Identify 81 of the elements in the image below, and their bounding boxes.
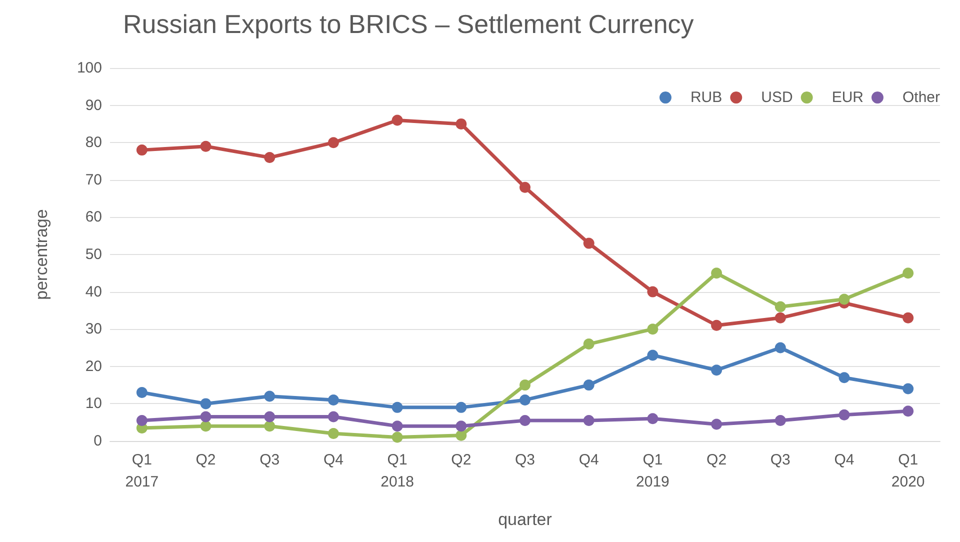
point bbox=[902, 406, 914, 417]
point bbox=[711, 418, 722, 430]
x-tick-label: Q2 bbox=[706, 452, 727, 468]
point bbox=[647, 350, 658, 361]
y-tick-label: 50 bbox=[85, 246, 102, 263]
point bbox=[328, 411, 339, 422]
x-tick-label: Q3 bbox=[770, 452, 790, 468]
point bbox=[774, 312, 786, 324]
point bbox=[328, 428, 339, 440]
chart-title: Russian Exports to BRICS – Settlement Currency bbox=[123, 9, 694, 39]
y-axis-title: percentrage bbox=[32, 209, 51, 300]
legend-label: RUB bbox=[690, 89, 722, 106]
x-tick-label: Q2 bbox=[196, 452, 216, 468]
legend-label: USD bbox=[761, 89, 793, 106]
point bbox=[838, 372, 850, 384]
point bbox=[392, 402, 403, 413]
point bbox=[264, 152, 276, 164]
point bbox=[520, 394, 530, 406]
point bbox=[328, 394, 339, 406]
point bbox=[902, 312, 914, 324]
point bbox=[647, 324, 658, 335]
point bbox=[774, 414, 786, 426]
point bbox=[136, 387, 148, 398]
x-tick-label: Q2 bbox=[451, 452, 472, 468]
point bbox=[136, 414, 148, 426]
point bbox=[200, 398, 212, 410]
point bbox=[200, 140, 212, 152]
point bbox=[838, 294, 850, 305]
y-tick-label: 90 bbox=[85, 96, 102, 114]
y-tick-label: 100 bbox=[76, 60, 102, 76]
point bbox=[392, 432, 403, 443]
y-tick-label: 30 bbox=[85, 320, 102, 338]
point bbox=[136, 144, 148, 156]
x-tick-label: Q1 2017 bbox=[125, 452, 159, 490]
point bbox=[520, 380, 530, 391]
point bbox=[520, 182, 530, 193]
point bbox=[774, 301, 786, 312]
point bbox=[902, 383, 914, 394]
point bbox=[456, 402, 467, 413]
point bbox=[392, 114, 403, 126]
legend-label: EUR bbox=[832, 89, 864, 106]
x-tick-label: Q4 bbox=[834, 452, 854, 468]
point bbox=[200, 420, 212, 432]
point bbox=[520, 414, 530, 426]
x-axis-title: quarter bbox=[498, 510, 552, 529]
point bbox=[456, 420, 467, 432]
point bbox=[264, 411, 276, 422]
x-tick-label: Q1 2020 bbox=[891, 452, 925, 490]
point bbox=[711, 268, 722, 279]
y-tick-label: 60 bbox=[85, 208, 102, 226]
point bbox=[200, 411, 212, 422]
x-tick-label: Q4 bbox=[578, 452, 599, 468]
y-tick-label: 0 bbox=[94, 432, 102, 450]
point bbox=[647, 413, 658, 424]
point bbox=[647, 286, 658, 298]
x-tick-label: Q1 2018 bbox=[380, 452, 414, 490]
point bbox=[711, 364, 722, 376]
point bbox=[583, 414, 594, 426]
point bbox=[328, 137, 339, 148]
x-tick-label: Q4 bbox=[323, 452, 344, 468]
point bbox=[583, 338, 594, 350]
x-tick-label: Q3 bbox=[514, 452, 536, 468]
point bbox=[456, 118, 467, 130]
point bbox=[583, 380, 594, 391]
legend-label: Other bbox=[902, 89, 940, 106]
point bbox=[583, 238, 594, 249]
x-tick-label: Q3 bbox=[260, 452, 280, 468]
point bbox=[392, 420, 403, 432]
point bbox=[264, 390, 276, 402]
y-tick-label: 40 bbox=[85, 283, 102, 300]
point bbox=[774, 342, 786, 354]
x-tick-label: Q1 2019 bbox=[636, 452, 670, 490]
point bbox=[264, 420, 276, 432]
y-tick-label: 70 bbox=[85, 171, 102, 188]
point bbox=[838, 409, 850, 420]
y-tick-label: 20 bbox=[85, 358, 102, 375]
y-tick-label: 10 bbox=[85, 395, 102, 412]
point bbox=[902, 268, 914, 279]
point bbox=[456, 430, 467, 441]
point bbox=[711, 320, 722, 331]
y-tick-label: 80 bbox=[85, 134, 102, 152]
